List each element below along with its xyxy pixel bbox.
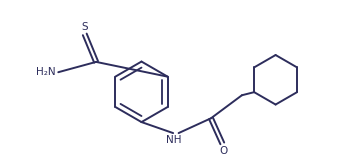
Text: S: S [81,22,88,32]
Text: H₂N: H₂N [36,67,55,77]
Text: NH: NH [166,135,182,146]
Text: O: O [220,146,228,156]
